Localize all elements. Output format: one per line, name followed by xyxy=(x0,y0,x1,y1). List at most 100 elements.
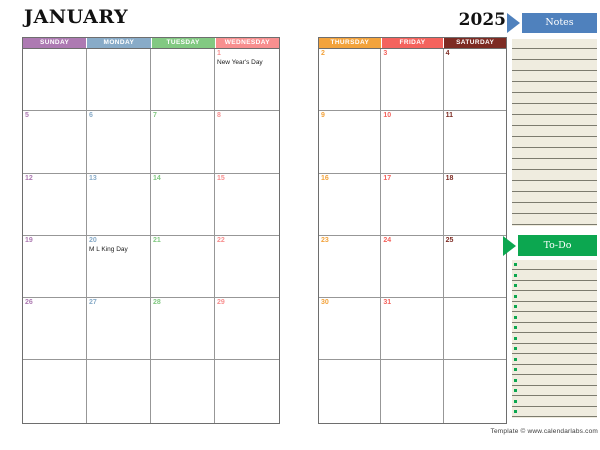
todo-line xyxy=(512,260,597,270)
day-cell[interactable]: 8 xyxy=(215,111,279,174)
day-cell[interactable]: 10 xyxy=(381,111,444,174)
day-cell[interactable]: 2 xyxy=(319,49,382,112)
todo-line xyxy=(512,271,597,281)
day-cell[interactable]: 4 xyxy=(443,49,506,112)
date-number: 18 xyxy=(445,174,454,182)
day-header-tuesday: TUESDAY xyxy=(151,38,215,48)
date-number: 29 xyxy=(217,299,225,307)
day-cell[interactable] xyxy=(23,360,87,423)
day-cell[interactable] xyxy=(443,298,506,361)
note-line xyxy=(512,160,597,170)
date-number: 24 xyxy=(383,236,392,244)
day-cell[interactable]: 15 xyxy=(215,173,279,236)
date-number: 6 xyxy=(89,112,93,120)
day-cell[interactable] xyxy=(381,360,444,423)
event-label: M L King Day xyxy=(89,245,128,253)
day-cell[interactable]: 28 xyxy=(151,298,215,361)
day-cell[interactable] xyxy=(87,360,151,423)
day-cell[interactable] xyxy=(23,49,87,112)
day-cell[interactable] xyxy=(87,49,151,112)
day-header-sunday: SUNDAY xyxy=(23,38,87,48)
note-line xyxy=(512,105,597,115)
day-cell[interactable] xyxy=(319,360,382,423)
day-header-friday: FRIDAY xyxy=(381,38,444,48)
day-cell[interactable]: 18 xyxy=(443,173,506,236)
date-number: 22 xyxy=(217,236,225,244)
todo-line xyxy=(512,355,597,365)
day-header-thursday: THURSDAY xyxy=(319,38,381,48)
day-cell[interactable]: 19 xyxy=(23,235,87,299)
day-cell[interactable]: 22 xyxy=(215,235,279,299)
day-cell[interactable]: 23 xyxy=(319,235,382,299)
note-line xyxy=(512,83,597,93)
date-number: 19 xyxy=(25,236,33,244)
day-cell[interactable] xyxy=(443,360,506,423)
date-number: 21 xyxy=(153,236,161,244)
note-line xyxy=(512,61,597,71)
day-cell[interactable]: 9 xyxy=(319,111,382,174)
footer-credit: Template © www.calendarlabs.com xyxy=(490,428,598,435)
todo-line xyxy=(512,313,597,323)
date-number: 1 xyxy=(217,50,221,57)
day-cell[interactable]: 21 xyxy=(151,235,215,299)
day-cell[interactable]: 5 xyxy=(23,111,87,174)
date-number: 25 xyxy=(445,236,454,244)
calendar-body: 2 3 4 9 10 11 16 17 18 23 24 25 30 31 xyxy=(319,49,506,423)
day-cell[interactable]: 31 xyxy=(381,298,444,361)
day-cell[interactable] xyxy=(151,49,215,112)
note-line xyxy=(512,116,597,126)
day-cell[interactable]: 12 xyxy=(23,173,87,236)
notes-banner-label: Notes xyxy=(522,13,597,33)
todo-banner-label: To-Do xyxy=(518,235,597,256)
date-number: 28 xyxy=(153,299,161,307)
day-cell[interactable]: 30 xyxy=(319,298,382,361)
note-line xyxy=(512,215,597,225)
note-line xyxy=(512,138,597,148)
date-number: 2 xyxy=(321,50,325,57)
date-number: 5 xyxy=(25,112,29,120)
day-cell[interactable]: 27 xyxy=(87,298,151,361)
date-number: 23 xyxy=(321,236,329,244)
day-header-row: SUNDAY MONDAY TUESDAY WEDNESDAY xyxy=(23,38,279,49)
note-line xyxy=(512,171,597,181)
ribbon-arrow-icon xyxy=(503,235,516,256)
day-cell[interactable]: 7 xyxy=(151,111,215,174)
page-title: JANUARY xyxy=(24,6,129,28)
notes-banner: Notes xyxy=(507,13,597,33)
note-line xyxy=(512,127,597,137)
calendar-grid-left: SUNDAY MONDAY TUESDAY WEDNESDAY 1 New Year's… xyxy=(22,37,280,424)
day-cell[interactable]: 3 xyxy=(381,49,444,112)
todo-line xyxy=(512,344,597,354)
day-cell[interactable]: 25 xyxy=(443,235,506,299)
day-cell[interactable]: 11 xyxy=(443,111,506,174)
year-label: 2025 xyxy=(458,10,506,30)
day-cell[interactable]: 16 xyxy=(319,173,382,236)
day-cell[interactable]: 26 xyxy=(23,298,87,361)
day-cell[interactable]: 14 xyxy=(151,173,215,236)
day-cell[interactable]: 29 xyxy=(215,298,279,361)
event-label: New Year's Day xyxy=(217,59,263,66)
day-header-saturday: SATURDAY xyxy=(444,38,507,48)
day-cell[interactable]: 1 New Year's Day xyxy=(215,49,279,112)
day-cell[interactable] xyxy=(215,360,279,423)
note-line xyxy=(512,72,597,82)
date-number: 3 xyxy=(383,50,388,57)
day-cell[interactable]: 13 xyxy=(87,173,151,236)
date-number: 13 xyxy=(89,174,97,182)
note-line xyxy=(512,193,597,203)
day-cell[interactable]: 6 xyxy=(87,111,151,174)
note-line xyxy=(512,39,597,49)
date-number: 15 xyxy=(217,174,225,182)
day-cell[interactable] xyxy=(151,360,215,423)
date-number: 11 xyxy=(445,112,454,120)
day-cell[interactable]: 20 M L King Day xyxy=(87,235,151,299)
day-cell[interactable]: 17 xyxy=(381,173,444,236)
todo-line xyxy=(512,334,597,344)
todo-line xyxy=(512,376,597,386)
note-line xyxy=(512,50,597,60)
note-line xyxy=(512,182,597,192)
note-line xyxy=(512,94,597,104)
date-number: 27 xyxy=(89,299,97,307)
todo-line xyxy=(512,323,597,333)
day-cell[interactable]: 24 xyxy=(381,235,444,299)
